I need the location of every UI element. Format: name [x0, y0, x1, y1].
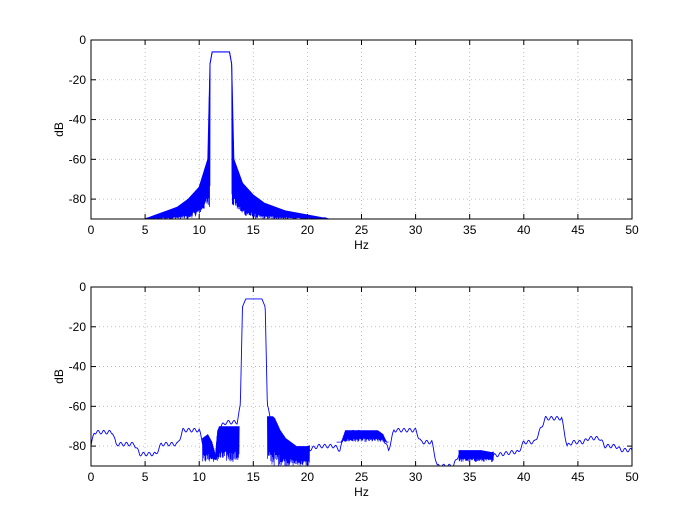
x-tick-label: 20 [301, 470, 315, 484]
x-tick-label: 5 [142, 470, 149, 484]
x-tick-label: 50 [625, 470, 639, 484]
spectrum-oscillation [458, 450, 494, 463]
y-axis-label: dB [52, 369, 66, 384]
x-tick-label: 45 [571, 470, 585, 484]
x-tick-label: 50 [625, 223, 639, 237]
x-tick-label: 40 [517, 470, 531, 484]
x-tick-label: 30 [409, 223, 423, 237]
x-tick-label: 5 [142, 223, 149, 237]
x-tick-label: 15 [247, 470, 261, 484]
spectrum-oscillation [336, 430, 389, 444]
x-tick-label: 20 [301, 223, 315, 237]
x-axis-label: Hz [354, 485, 369, 499]
spectrum-oscillation [267, 416, 310, 466]
x-tick-label: 30 [409, 470, 423, 484]
x-tick-label: 45 [571, 223, 585, 237]
spectrum-envelope [144, 51, 330, 219]
y-axis-label: dB [52, 122, 66, 137]
y-tick-label: -40 [69, 113, 87, 127]
x-tick-label: 0 [88, 470, 95, 484]
y-tick-label: -60 [69, 399, 87, 413]
y-tick-label: -40 [69, 360, 87, 374]
spectrum-plot-bottom: 0 5 10 15 20 25 30 35 40 45 50 0 -20 -40 -60 -80 Hz dB [52, 280, 639, 499]
x-tick-label: 0 [88, 223, 95, 237]
y-tick-label: 0 [79, 33, 86, 47]
plot-area [91, 40, 632, 219]
x-tick-label: 35 [463, 223, 477, 237]
x-tick-label: 40 [517, 223, 531, 237]
y-tick-label: -80 [69, 192, 87, 206]
spectrum-plot-top: 0 5 10 15 20 25 30 35 40 45 50 0 -20 -40 -60 -80 Hz dB [52, 33, 639, 252]
y-tick-label: -60 [69, 152, 87, 166]
y-tick-label: 0 [79, 280, 86, 294]
x-tick-label: 25 [355, 470, 369, 484]
x-tick-label: 10 [193, 223, 207, 237]
x-tick-label: 10 [193, 470, 207, 484]
y-tick-label: -20 [69, 73, 87, 87]
x-tick-label: 25 [355, 223, 369, 237]
y-tick-label: -80 [69, 439, 87, 453]
x-tick-label: 35 [463, 470, 477, 484]
x-tick-label: 15 [247, 223, 261, 237]
x-axis-label: Hz [354, 238, 369, 252]
spectrum-line [91, 298, 632, 466]
y-tick-label: -20 [69, 320, 87, 334]
